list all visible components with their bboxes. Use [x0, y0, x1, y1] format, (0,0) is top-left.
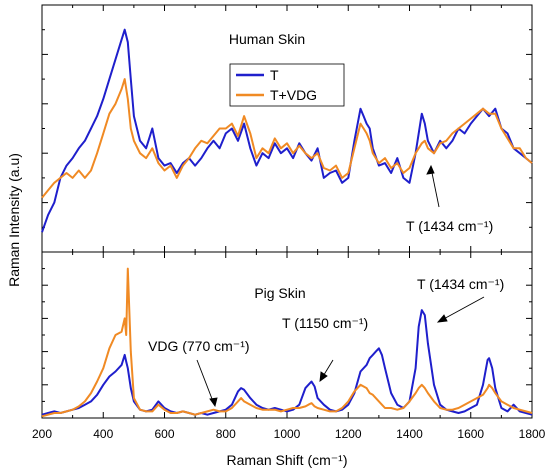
x-tick-label: 1000 — [274, 427, 301, 441]
legend-label-t-vdg: T+VDG — [270, 87, 317, 103]
top-panel-ticks — [41, 4, 533, 253]
x-tick-label: 800 — [216, 427, 236, 441]
annotation-top-1434-text: T (1434 cm⁻¹) — [406, 218, 493, 234]
y-axis-title: Raman Intensity (a.u) — [6, 153, 22, 287]
annotation-vdg-770-text: VDG (770 cm⁻¹) — [148, 338, 250, 354]
arrowhead-vdg-770 — [209, 397, 218, 408]
arrow-vdg-770 — [196, 359, 215, 405]
bottom-panel-series — [41, 267, 533, 418]
bottom-panel-title: Pig Skin — [254, 285, 305, 301]
top-panel-series — [41, 28, 533, 233]
human-series-t — [41, 28, 533, 233]
x-tick-label: 200 — [32, 427, 52, 441]
legend-box — [229, 63, 345, 107]
legend-label-t: T — [270, 67, 279, 83]
legend: T T+VDG — [229, 63, 345, 107]
x-tick-label: 1200 — [335, 427, 362, 441]
x-tick-label: 600 — [154, 427, 174, 441]
arrow-t-1434 — [439, 296, 485, 322]
x-tick-label: 400 — [93, 427, 113, 441]
human-series-t-vdg — [41, 78, 533, 199]
x-tick-label: 1800 — [519, 427, 546, 441]
x-axis-title: Raman Shift (cm⁻¹) — [227, 452, 348, 468]
annotation-top-1434: T (1434 cm⁻¹) — [406, 218, 493, 234]
x-tick-label: 1400 — [396, 427, 423, 441]
arrowhead-t-1150 — [319, 371, 328, 382]
arrow-top-1434 — [430, 167, 440, 208]
x-tick-label: 1600 — [457, 427, 484, 441]
annotation-vdg-770: VDG (770 cm⁻¹) — [148, 338, 250, 354]
annotation-t-1150-text: T (1150 cm⁻¹) — [282, 315, 368, 331]
annotation-t-1434: T (1434 cm⁻¹) — [417, 276, 504, 292]
annotation-t-1434-text: T (1434 cm⁻¹) — [417, 276, 504, 292]
arrowhead-top-1434 — [426, 164, 435, 175]
pig-series-t-vdg — [41, 267, 533, 418]
annotation-arrows — [196, 164, 485, 408]
bottom-panel-ticks — [41, 251, 533, 419]
top-panel-title: Human Skin — [229, 31, 305, 47]
annotation-t-1150: T (1150 cm⁻¹) — [282, 315, 368, 331]
x-tick-labels: 200 400 600 800 1000 1200 1400 1600 1800 — [32, 427, 546, 441]
arrowhead-t-1434 — [436, 314, 448, 323]
